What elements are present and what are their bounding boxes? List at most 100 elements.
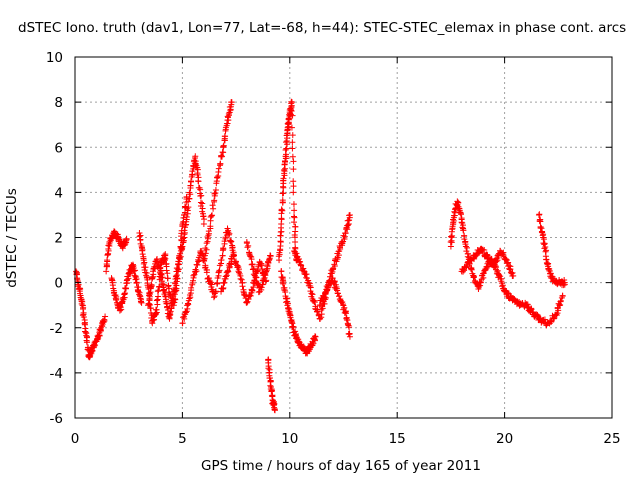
data-point — [113, 296, 120, 303]
data-point — [283, 138, 290, 145]
data-point — [278, 268, 285, 275]
data-point — [311, 299, 318, 306]
data-point — [136, 233, 143, 240]
data-point — [225, 227, 232, 234]
data-point — [219, 252, 226, 259]
data-point — [191, 271, 198, 278]
data-point — [246, 252, 253, 259]
data-point — [192, 161, 199, 168]
data-point — [139, 251, 146, 258]
data-point — [131, 272, 138, 279]
y-axis-label: dSTEC / TECUs — [4, 188, 20, 288]
data-point — [249, 266, 256, 273]
data-point — [178, 244, 185, 251]
data-point — [148, 281, 155, 288]
data-point — [249, 287, 256, 294]
data-point — [208, 281, 215, 288]
data-point — [193, 268, 200, 275]
data-point — [459, 224, 466, 231]
data-points — [73, 98, 568, 414]
data-point — [222, 273, 229, 280]
data-point — [232, 258, 239, 265]
data-point — [183, 218, 190, 225]
data-point — [267, 253, 274, 260]
data-point — [142, 264, 149, 271]
data-point — [555, 307, 562, 314]
data-point — [335, 293, 342, 300]
data-point — [507, 266, 514, 273]
data-point — [213, 180, 220, 187]
data-point — [172, 296, 179, 303]
data-point — [289, 139, 296, 146]
y-tick-label: -4 — [50, 366, 63, 382]
data-point — [289, 112, 296, 119]
data-point — [152, 310, 159, 317]
data-point — [123, 235, 130, 242]
data-point — [463, 248, 470, 255]
x-axis-label: GPS time / hours of day 165 of year 2011 — [201, 458, 481, 474]
data-point — [220, 142, 227, 149]
data-point — [328, 275, 335, 282]
data-point — [267, 382, 274, 389]
data-point — [267, 252, 274, 259]
data-point — [452, 206, 459, 213]
data-point — [179, 320, 186, 327]
data-point — [188, 287, 195, 294]
data-point — [290, 201, 297, 208]
data-point — [259, 266, 266, 273]
data-point — [174, 265, 181, 272]
data-point — [289, 145, 296, 152]
data-point — [470, 274, 477, 281]
data-point — [468, 266, 475, 273]
data-point — [553, 311, 560, 318]
data-point — [262, 272, 269, 279]
data-point — [100, 319, 107, 326]
data-point — [102, 313, 109, 320]
data-point — [500, 252, 507, 259]
x-tick-label: 20 — [496, 431, 513, 447]
data-point — [203, 269, 210, 276]
data-point — [103, 268, 110, 275]
data-point — [246, 249, 253, 256]
data-point — [224, 120, 231, 127]
y-tick-label: 10 — [46, 50, 63, 66]
data-point — [327, 281, 334, 288]
data-point — [265, 363, 272, 370]
x-tick-label: 15 — [389, 431, 406, 447]
data-point — [331, 263, 338, 270]
data-point — [203, 240, 210, 247]
data-point — [185, 301, 192, 308]
data-point — [170, 293, 177, 300]
data-point — [162, 289, 169, 296]
data-point — [540, 236, 547, 243]
data-point — [177, 253, 184, 260]
data-point — [220, 149, 227, 156]
data-point — [109, 279, 116, 286]
data-point — [79, 298, 86, 305]
data-point — [290, 166, 297, 173]
data-point — [225, 268, 232, 275]
data-point — [167, 308, 174, 315]
data-point — [278, 206, 285, 213]
data-point — [541, 316, 548, 323]
data-point — [215, 165, 222, 172]
data-point — [494, 267, 501, 274]
data-point — [300, 268, 307, 275]
data-point — [218, 152, 225, 159]
data-point — [133, 279, 140, 286]
data-point — [462, 239, 469, 246]
data-point — [135, 288, 142, 295]
tick-labels: 0 5 10 15 20 25 -6 -4 -2 0 2 4 6 8 10 — [46, 50, 621, 447]
data-point — [164, 270, 171, 277]
data-point — [183, 214, 190, 221]
data-point — [211, 197, 218, 204]
data-point — [458, 211, 465, 218]
data-point — [279, 197, 286, 204]
data-point — [496, 272, 503, 279]
data-point — [460, 227, 467, 234]
data-point — [560, 282, 567, 289]
data-point — [215, 268, 222, 275]
data-point — [147, 305, 154, 312]
data-point — [471, 255, 478, 262]
data-point — [137, 295, 144, 302]
